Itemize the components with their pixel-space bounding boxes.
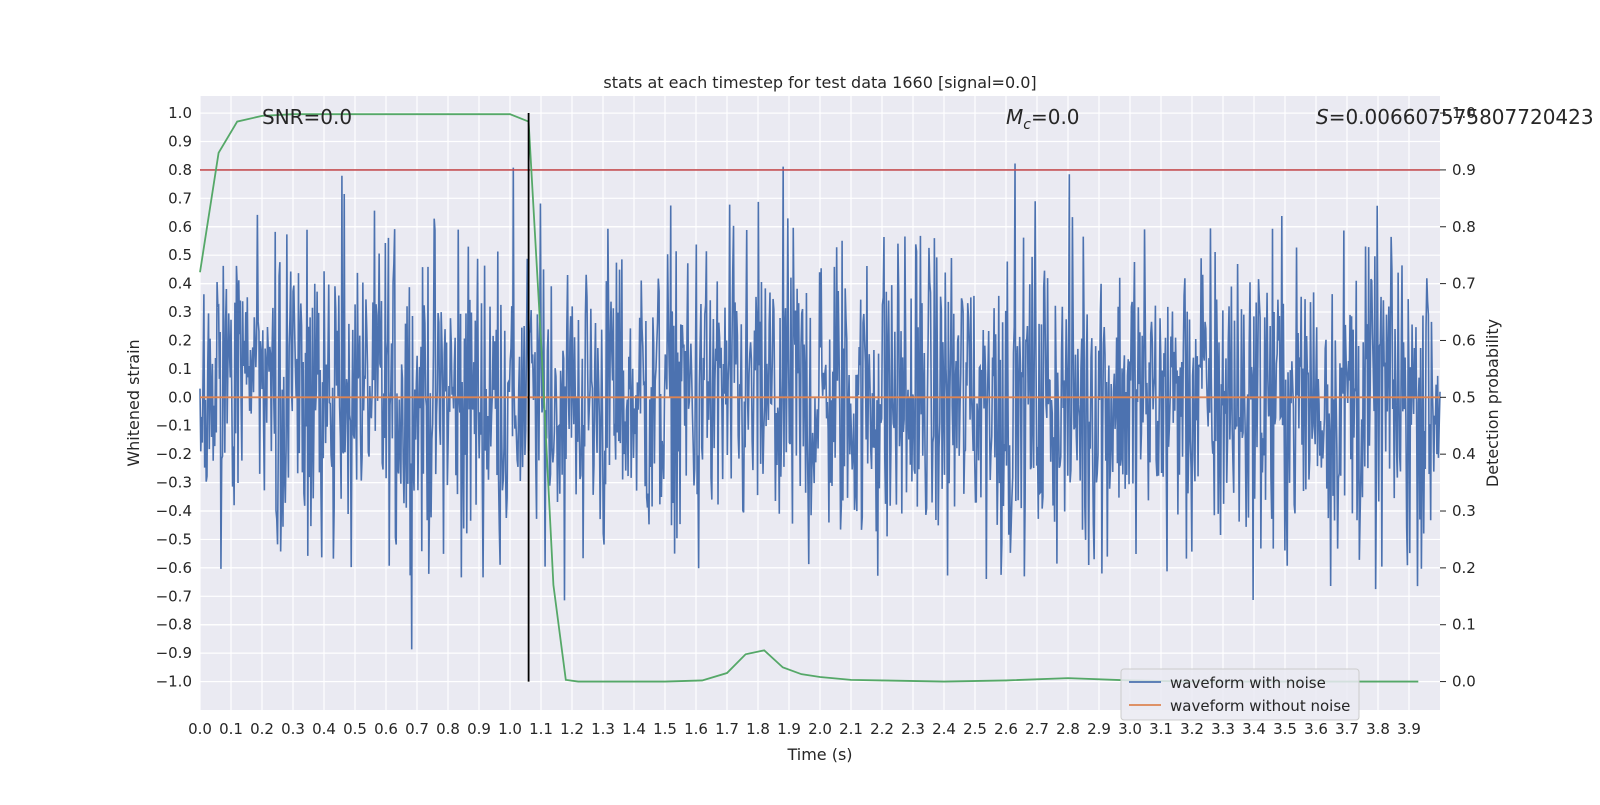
y-tick-label-left: 0.5 <box>168 246 192 264</box>
y-tick-label-left: 0.6 <box>168 218 192 236</box>
y-tick-label-left: 0.0 <box>168 388 192 406</box>
legend: waveform with noise waveform without noi… <box>1120 668 1360 721</box>
legend-label-clean: waveform without noise <box>1170 697 1350 715</box>
y-tick-label-right: 0.2 <box>1452 559 1476 577</box>
y-tick-label-left: −0.4 <box>156 502 192 520</box>
x-tick-label: 1.6 <box>684 720 708 738</box>
y-tick-label-left: 0.9 <box>168 132 192 150</box>
legend-label-noise: waveform with noise <box>1170 674 1326 692</box>
x-tick-label: 3.4 <box>1242 720 1266 738</box>
x-tick-label: 0.9 <box>467 720 491 738</box>
y-tick-label-left: 0.2 <box>168 331 192 349</box>
x-tick-label: 3.9 <box>1397 720 1421 738</box>
x-tick-label: 1.1 <box>529 720 553 738</box>
legend-box <box>1120 668 1360 721</box>
s-annotation: S=0.006607575807720423 <box>1316 105 1594 129</box>
x-tick-label: 3.0 <box>1118 720 1142 738</box>
x-tick-label: 2.0 <box>808 720 832 738</box>
lines <box>199 113 1440 683</box>
x-tick-label: 2.2 <box>870 720 894 738</box>
x-tick-label: 2.7 <box>1025 720 1049 738</box>
y-tick-label-left: 0.1 <box>168 360 192 378</box>
y-axis-label-right: Detection probability <box>1483 319 1502 487</box>
x-tick-label: 1.4 <box>622 720 646 738</box>
x-tick-label: 3.8 <box>1366 720 1390 738</box>
y-tick-label-right: 0.6 <box>1452 331 1476 349</box>
x-tick-label: 0.7 <box>405 720 429 738</box>
y-tick-label-right: 0.8 <box>1452 218 1476 236</box>
x-tick-label: 1.3 <box>591 720 615 738</box>
y-tick-label-left: 0.8 <box>168 161 192 179</box>
x-tick-label: 0.6 <box>374 720 398 738</box>
y-tick-label-right: 0.5 <box>1452 388 1476 406</box>
y-tick-label-right: 0.9 <box>1452 161 1476 179</box>
y-tick-label-left: −0.7 <box>156 587 192 605</box>
y-tick-label-left: −0.5 <box>156 530 192 548</box>
y-tick-label-left: −0.9 <box>156 644 192 662</box>
y-axis-label-left: Whitened strain <box>124 339 143 466</box>
x-tick-label: 1.5 <box>653 720 677 738</box>
y-tick-label-right: 0.7 <box>1452 275 1476 293</box>
x-tick-label: 3.6 <box>1304 720 1328 738</box>
chart-title: stats at each timestep for test data 166… <box>603 73 1036 92</box>
s-symbol: S <box>1316 105 1329 129</box>
snr-annotation: SNR=0.0 <box>262 105 352 129</box>
x-tick-label: 2.6 <box>994 720 1018 738</box>
y-tick-label-left: −0.8 <box>156 616 192 634</box>
ticks: 0.0 0.1 0.2 0.3 0.4 0.5 0.6 0.7 0.8 0.9 1.0 1.1 1.2 1… <box>156 104 1476 738</box>
x-tick-label: 2.9 <box>1087 720 1111 738</box>
y-tick-label-left: 0.3 <box>168 303 192 321</box>
x-tick-label: 3.1 <box>1149 720 1173 738</box>
x-tick-label: 2.4 <box>932 720 956 738</box>
x-tick-label: 0.3 <box>281 720 305 738</box>
y-tick-label-left: −1.0 <box>156 673 192 691</box>
x-tick-label: 3.2 <box>1180 720 1204 738</box>
mc-value: =0.0 <box>1031 105 1080 129</box>
s-value: =0.006607575807720423 <box>1329 105 1594 129</box>
y-tick-label-right: 1.0 <box>1452 104 1476 122</box>
y-tick-label-left: 0.4 <box>168 275 192 293</box>
y-tick-label-left: −0.3 <box>156 474 192 492</box>
x-tick-label: 1.9 <box>777 720 801 738</box>
x-tick-label: 0.8 <box>436 720 460 738</box>
detection-probability-line <box>199 113 1419 683</box>
x-axis-label: Time (s) <box>786 745 852 764</box>
x-tick-label: 1.0 <box>498 720 522 738</box>
x-tick-label: 2.3 <box>901 720 925 738</box>
x-tick-label: 3.5 <box>1273 720 1297 738</box>
y-tick-label-left: 0.7 <box>168 189 192 207</box>
x-tick-label: 0.2 <box>250 720 274 738</box>
y-tick-label-right: 0.1 <box>1452 616 1476 634</box>
x-tick-label: 2.8 <box>1056 720 1080 738</box>
y-tick-label-left: 1.0 <box>168 104 192 122</box>
mc-annotation: Mc=0.0 <box>1006 105 1080 133</box>
noise-waveform-line <box>199 163 1441 650</box>
x-tick-label: 0.5 <box>343 720 367 738</box>
x-tick-label: 0.1 <box>219 720 243 738</box>
x-tick-label: 0.0 <box>188 720 212 738</box>
x-tick-label: 3.7 <box>1335 720 1359 738</box>
y-tick-label-right: 0.4 <box>1452 445 1476 463</box>
y-tick-label-left: −0.1 <box>156 417 192 435</box>
mc-symbol: M <box>1006 105 1023 129</box>
x-tick-label: 2.5 <box>963 720 987 738</box>
series-waveform-with-noise <box>199 163 1441 650</box>
y-tick-label-right: 0.3 <box>1452 502 1476 520</box>
x-tick-label: 1.2 <box>560 720 584 738</box>
x-tick-label: 1.7 <box>715 720 739 738</box>
x-tick-label: 2.1 <box>839 720 863 738</box>
y-tick-label-left: −0.6 <box>156 559 192 577</box>
x-tick-label: 0.4 <box>312 720 336 738</box>
x-tick-label: 1.8 <box>746 720 770 738</box>
mc-subscript: c <box>1023 117 1031 133</box>
x-tick-label: 3.3 <box>1211 720 1235 738</box>
y-tick-label-right: 0.0 <box>1452 673 1476 691</box>
y-tick-label-left: −0.2 <box>156 445 192 463</box>
